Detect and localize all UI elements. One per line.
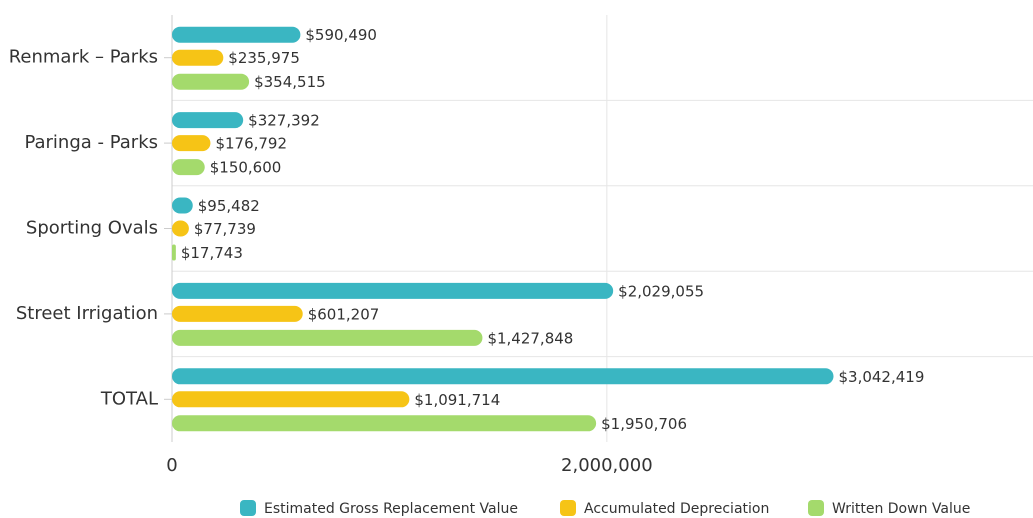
bar: [172, 49, 224, 66]
legend-label: Written Down Value: [832, 501, 970, 517]
bar: [172, 368, 834, 385]
bar: [172, 305, 303, 322]
x-tick-label: 2,000,000: [561, 455, 653, 476]
value-label: $150,600: [210, 159, 282, 177]
y-tick-label: Renmark – Parks: [9, 47, 158, 68]
bar: [172, 159, 205, 176]
legend-label: Accumulated Depreciation: [584, 501, 769, 517]
value-label: $17,743: [181, 244, 243, 262]
value-label: $1,091,714: [414, 391, 500, 409]
bar: [172, 135, 211, 152]
bar: [172, 26, 301, 43]
legend-swatch: [240, 500, 256, 516]
bar: [172, 329, 483, 346]
y-tick-label: TOTAL: [100, 388, 158, 409]
value-label: $2,029,055: [618, 282, 704, 300]
value-label: $95,482: [198, 197, 260, 215]
bar: [172, 112, 244, 129]
y-tick-label: Street Irrigation: [16, 303, 158, 324]
legend-label: Estimated Gross Replacement Value: [264, 501, 518, 517]
legend-swatch: [560, 500, 576, 516]
y-tick-label: Paringa - Parks: [24, 132, 158, 153]
value-label: $77,739: [194, 220, 256, 238]
legend-swatch: [808, 500, 824, 516]
bar: [172, 73, 250, 90]
bar: [172, 244, 176, 261]
value-label: $354,515: [254, 73, 326, 91]
value-label: $327,392: [248, 112, 320, 130]
value-label: $235,975: [228, 49, 300, 67]
value-label: $3,042,419: [838, 368, 924, 386]
value-label: $601,207: [308, 305, 380, 323]
bar: [172, 197, 193, 214]
bar: [172, 220, 189, 237]
value-label: $1,427,848: [487, 329, 573, 347]
value-label: $590,490: [305, 26, 377, 44]
bar: [172, 415, 597, 432]
bar: [172, 282, 614, 299]
y-tick-label: Sporting Ovals: [26, 218, 158, 239]
x-tick-label: 0: [166, 455, 177, 476]
value-label: $1,950,706: [601, 415, 687, 433]
value-label: $176,792: [215, 135, 287, 153]
bar: [172, 391, 410, 408]
